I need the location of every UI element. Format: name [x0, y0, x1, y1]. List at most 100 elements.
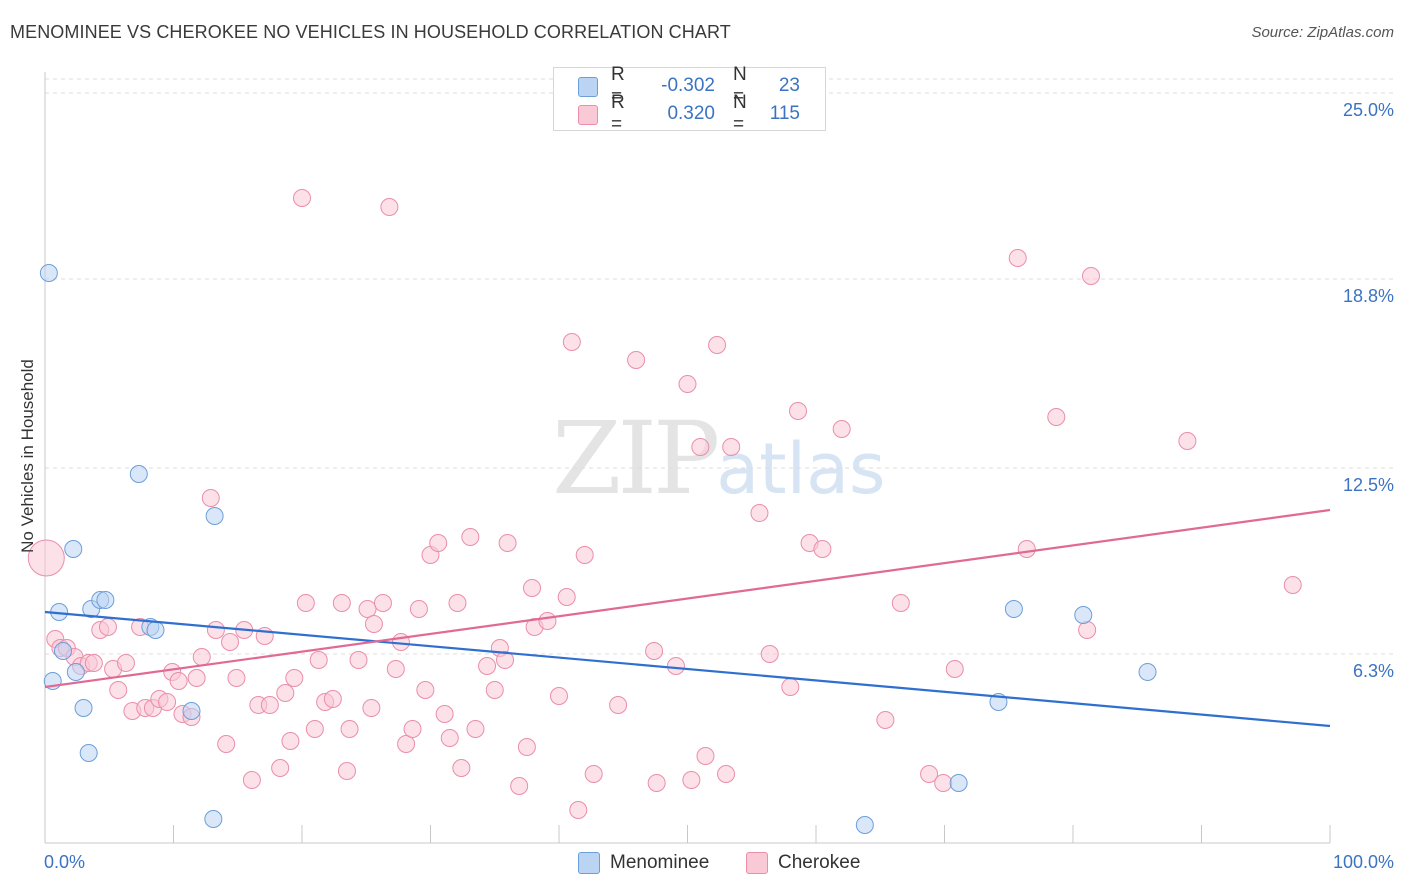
chart-source: Source: ZipAtlas.com: [1251, 24, 1394, 41]
cherokee-point: [478, 657, 497, 675]
cherokee-point: [678, 375, 697, 393]
y-tick-label: 25.0%: [1342, 100, 1394, 120]
cherokee-point: [242, 771, 261, 789]
n-label: N =: [733, 92, 747, 135]
cherokee-point: [1081, 267, 1100, 285]
cherokee-point: [1283, 576, 1302, 594]
menominee-point: [74, 699, 93, 717]
cherokee-point: [448, 594, 467, 612]
cherokee-point: [281, 732, 300, 750]
cherokee-point: [380, 198, 399, 216]
menominee-point: [146, 621, 165, 639]
n-value: 23: [778, 75, 800, 96]
cherokee-point: [461, 528, 480, 546]
cherokee-trend-line: [44, 508, 1331, 689]
cherokee-point: [813, 540, 832, 558]
cherokee-point: [920, 765, 939, 783]
cherokee-point: [98, 618, 117, 636]
cherokee-point: [435, 705, 454, 723]
cherokee-point: [201, 489, 220, 507]
cherokee-point: [373, 594, 392, 612]
legend-label: Cherokee: [778, 852, 861, 873]
cherokee-point: [429, 534, 448, 552]
cherokee-point: [557, 588, 576, 606]
cherokee-point: [332, 594, 351, 612]
cherokee-point: [305, 720, 324, 738]
cherokee-point: [523, 579, 542, 597]
cherokee-point: [569, 801, 588, 819]
menominee-point: [53, 642, 72, 660]
cherokee-point: [296, 594, 315, 612]
cherokee-swatch: [746, 852, 768, 874]
cherokee-point: [538, 612, 557, 630]
cherokee-point: [340, 720, 359, 738]
cherokee-point: [358, 600, 377, 618]
cherokee-point: [109, 681, 128, 699]
cherokee-point: [362, 699, 381, 717]
cherokee-point: [682, 771, 701, 789]
correlation-legend: R = -0.302 N = 23 R = 0.320 N = 115: [553, 64, 826, 135]
legend-label: Menominee: [610, 852, 710, 873]
legend-item-menominee: Menominee: [578, 852, 709, 874]
cherokee-point: [293, 189, 311, 207]
cherokee-point: [276, 684, 295, 702]
legend-item-cherokee: Cherokee: [746, 852, 860, 874]
cherokee-point: [708, 336, 727, 354]
menominee-point: [64, 540, 83, 558]
menominee-swatch: [578, 852, 600, 874]
x-tick-label-max: 100.0%: [1332, 852, 1394, 872]
menominee-point: [949, 774, 968, 792]
cherokee-point: [832, 420, 851, 438]
cherokee-point: [397, 735, 416, 753]
menominee-point: [39, 264, 58, 282]
cherokee-point: [722, 438, 741, 456]
menominee-trend-line: [44, 610, 1331, 728]
y-axis-label: No Vehicles in Household: [18, 359, 37, 553]
cherokee-point: [271, 759, 290, 777]
menominee-point: [66, 663, 85, 681]
cherokee-point: [510, 777, 529, 795]
cherokee-point: [891, 594, 910, 612]
cherokee-point: [789, 402, 808, 420]
cherokee-point: [696, 747, 715, 765]
r-value: -0.302: [661, 75, 715, 96]
cherokee-point: [27, 539, 65, 577]
cherokee-point: [550, 687, 568, 705]
cherokee-point: [485, 681, 504, 699]
cherokee-point: [337, 762, 356, 780]
menominee-point: [1074, 606, 1093, 624]
watermark: ZIPatlas: [552, 400, 886, 517]
cherokee-point: [717, 765, 736, 783]
cherokee-point: [187, 669, 206, 687]
cherokee-point: [1047, 408, 1066, 426]
cherokee-point: [452, 759, 471, 777]
cherokee-point: [1178, 432, 1197, 450]
menominee-point: [855, 816, 874, 834]
cherokee-point: [562, 333, 581, 351]
cherokee-point: [386, 660, 405, 678]
series-legend: Menominee Cherokee: [0, 852, 1406, 878]
cherokee-point: [440, 729, 459, 747]
cherokee-swatch: [578, 105, 598, 125]
n-value: 115: [769, 103, 800, 124]
cherokee-point: [691, 438, 710, 456]
cherokee-point: [934, 774, 953, 792]
cherokee-point: [116, 654, 135, 672]
cherokee-point: [158, 693, 177, 711]
y-tick-label: 6.3%: [1352, 661, 1394, 681]
cherokee-point: [206, 621, 225, 639]
cherokee-point: [496, 651, 515, 669]
cherokee-point: [409, 600, 428, 618]
x-tick-label-min: 0.0%: [44, 852, 86, 872]
cherokee-point: [260, 696, 279, 714]
cherokee-point: [647, 774, 666, 792]
cherokee-point: [760, 645, 779, 663]
cherokee-point: [1017, 540, 1036, 558]
cherokee-point: [227, 669, 246, 687]
menominee-swatch: [578, 77, 598, 97]
cherokee-point: [781, 678, 800, 696]
r-value: 0.320: [667, 103, 715, 124]
cherokee-point: [403, 720, 422, 738]
cherokee-point: [416, 681, 435, 699]
